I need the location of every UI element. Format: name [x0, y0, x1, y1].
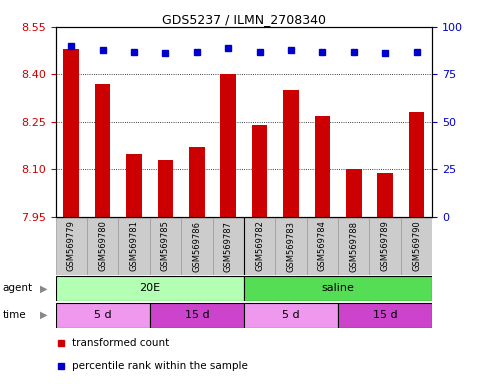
- Text: GSM569784: GSM569784: [318, 220, 327, 271]
- Bar: [401, 218, 432, 275]
- Bar: [307, 218, 338, 275]
- Bar: [118, 218, 150, 275]
- Bar: [314, 116, 330, 217]
- Text: percentile rank within the sample: percentile rank within the sample: [72, 361, 248, 371]
- Text: GSM569787: GSM569787: [224, 220, 233, 271]
- Bar: [369, 218, 401, 275]
- Bar: [56, 276, 244, 301]
- Text: GSM569780: GSM569780: [98, 220, 107, 271]
- Bar: [181, 218, 213, 275]
- Bar: [150, 218, 181, 275]
- Bar: [244, 218, 275, 275]
- Title: GDS5237 / ILMN_2708340: GDS5237 / ILMN_2708340: [162, 13, 326, 26]
- Text: transformed count: transformed count: [72, 338, 170, 348]
- Text: GSM569789: GSM569789: [381, 220, 390, 271]
- Bar: [409, 113, 425, 217]
- Bar: [338, 218, 369, 275]
- Text: saline: saline: [322, 283, 355, 293]
- Bar: [377, 173, 393, 217]
- Text: 20E: 20E: [139, 283, 160, 293]
- Text: ▶: ▶: [40, 310, 47, 320]
- Text: GSM569781: GSM569781: [129, 220, 139, 271]
- Bar: [244, 303, 338, 328]
- Text: 15 d: 15 d: [373, 310, 398, 320]
- Text: 15 d: 15 d: [185, 310, 209, 320]
- Text: ▶: ▶: [40, 283, 47, 293]
- Bar: [56, 303, 150, 328]
- Text: 5 d: 5 d: [282, 310, 300, 320]
- Text: agent: agent: [2, 283, 32, 293]
- Bar: [56, 218, 87, 275]
- Bar: [189, 147, 205, 217]
- Text: GSM569779: GSM569779: [67, 220, 76, 271]
- Text: GSM569790: GSM569790: [412, 220, 421, 271]
- Bar: [252, 125, 268, 217]
- Text: GSM569785: GSM569785: [161, 220, 170, 271]
- Bar: [275, 218, 307, 275]
- Bar: [213, 218, 244, 275]
- Bar: [338, 303, 432, 328]
- Bar: [63, 49, 79, 217]
- Bar: [220, 74, 236, 217]
- Bar: [87, 218, 118, 275]
- Bar: [283, 90, 299, 217]
- Text: 5 d: 5 d: [94, 310, 112, 320]
- Bar: [150, 303, 244, 328]
- Bar: [126, 154, 142, 217]
- Text: GSM569783: GSM569783: [286, 220, 296, 271]
- Text: time: time: [2, 310, 26, 320]
- Text: GSM569782: GSM569782: [255, 220, 264, 271]
- Bar: [346, 169, 362, 217]
- Bar: [244, 276, 432, 301]
- Text: GSM569788: GSM569788: [349, 220, 358, 271]
- Text: GSM569786: GSM569786: [192, 220, 201, 271]
- Bar: [157, 160, 173, 217]
- Bar: [95, 84, 111, 217]
